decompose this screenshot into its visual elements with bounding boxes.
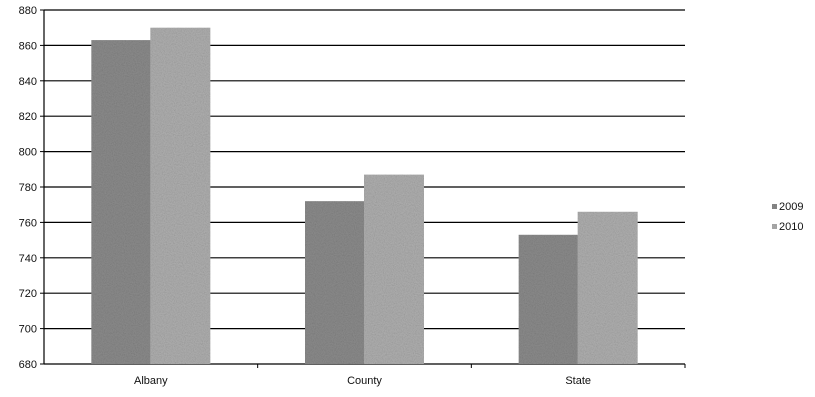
bar-albany-2010 [150,27,211,364]
bar-albany-2009 [91,40,152,365]
y-tick-label: 840 [19,76,37,88]
legend-label-2009: 2009 [779,201,803,213]
y-tick-label: 740 [19,253,37,265]
y-tick-label: 860 [19,40,37,52]
y-tick-label: 800 [19,147,37,159]
bar-county-2010 [364,174,424,364]
y-tick-label: 700 [19,324,37,336]
x-tick-label: State [565,375,591,387]
y-tick-labels: 680 700 720 740 760 780 800 820 840 860 880 [19,5,37,371]
bar-county-2009 [305,201,365,364]
x-tick-label: County [347,375,382,387]
legend-swatch-2010 [772,224,777,229]
y-tick-label: 760 [19,217,37,229]
y-tick-label: 780 [19,182,37,194]
category-labels: Albany County State [134,375,591,387]
y-tick-label: 820 [19,111,37,123]
y-tick-label: 880 [19,5,37,17]
bars [91,27,638,365]
bar-state-2009 [518,234,579,364]
legend: 2009 2010 [772,201,803,233]
y-tick-label: 720 [19,288,37,300]
bar-state-2010 [577,211,638,364]
y-tick-label: 680 [19,359,37,371]
x-tick-label: Albany [134,375,168,387]
legend-label-2010: 2010 [779,221,803,233]
legend-swatch-2009 [772,204,777,209]
